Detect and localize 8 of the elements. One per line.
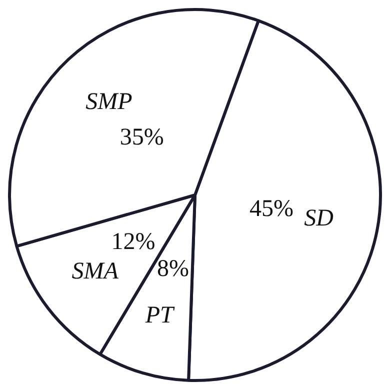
slice-label: SMA [72, 258, 119, 284]
data-label: 12% [111, 228, 156, 255]
slice-label: PT [144, 302, 176, 328]
data-label: 8% [157, 256, 190, 282]
data-label: 35% [120, 124, 164, 150]
slice-label: SMP [86, 89, 133, 116]
slice-label: SD [304, 205, 334, 232]
data-label: 45% [249, 196, 294, 222]
